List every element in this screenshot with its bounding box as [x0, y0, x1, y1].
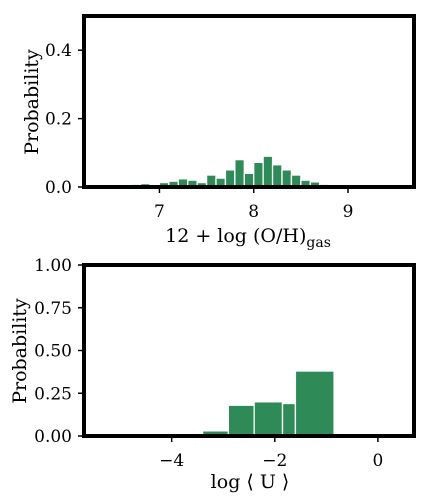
u-x-axis-label: log ⟨ U ⟩	[211, 471, 290, 493]
oh-histogram-bar	[271, 164, 283, 188]
u-x-tick-label: 0	[372, 451, 383, 471]
u-plot-frame	[82, 263, 416, 438]
oh-histogram-bar	[224, 169, 236, 188]
oh-y-tick-label: 0.4	[45, 41, 72, 61]
oh-histogram-bar	[262, 155, 274, 188]
u-histogram-panel: −4 −2 0 0.00 0.25 0.50 0.75 1.00 Probability l…	[9, 256, 416, 493]
oh-histogram-bar	[243, 172, 255, 188]
oh-x-tick-label: 7	[154, 202, 165, 222]
u-y-axis-label: Probability	[9, 298, 31, 404]
u-y-tick-label: 1.00	[34, 256, 72, 276]
u-histogram-bar	[253, 401, 284, 437]
u-x-tick-label: −2	[262, 451, 287, 471]
oh-histogram-bar	[234, 158, 245, 188]
oh-histogram-bar	[281, 169, 293, 188]
u-y-tick-label: 0.50	[34, 342, 72, 362]
u-histogram-bar	[294, 370, 335, 437]
oh-histogram-bar	[253, 161, 264, 188]
oh-x-tick-label: 8	[248, 202, 259, 222]
oh-x-tick-label: 9	[343, 202, 354, 222]
u-histogram-bar	[227, 404, 255, 437]
u-y-tick-label: 0.75	[34, 299, 72, 319]
u-y-tick-label: 0.25	[34, 384, 72, 404]
u-bars	[201, 370, 335, 437]
u-x-ticks: −4 −2 0	[159, 436, 383, 471]
oh-x-axis-label-sub: gas	[306, 235, 331, 251]
oh-x-ticks: 7 8 9	[154, 187, 353, 222]
u-x-tick-label: −4	[159, 451, 184, 471]
oh-y-tick-label: 0.0	[45, 178, 72, 198]
oh-plot-frame	[82, 14, 416, 189]
u-histogram-bar	[281, 402, 297, 437]
oh-histogram-panel: 7 8 9 0.0 0.2 0.4 Probability 12 + log (O/H)…	[21, 14, 416, 251]
oh-y-ticks: 0.0 0.2 0.4	[45, 41, 84, 198]
oh-x-axis-label-main: 12 + log (O/H)	[165, 225, 306, 247]
oh-x-axis-label: 12 + log (O/H)gas	[165, 225, 331, 251]
oh-bars	[121, 155, 349, 188]
oh-y-tick-label: 0.2	[45, 110, 72, 130]
u-y-tick-label: 0.00	[34, 427, 72, 447]
oh-y-axis-label: Probability	[21, 49, 43, 155]
u-y-ticks: 0.00 0.25 0.50 0.75 1.00	[34, 256, 84, 447]
